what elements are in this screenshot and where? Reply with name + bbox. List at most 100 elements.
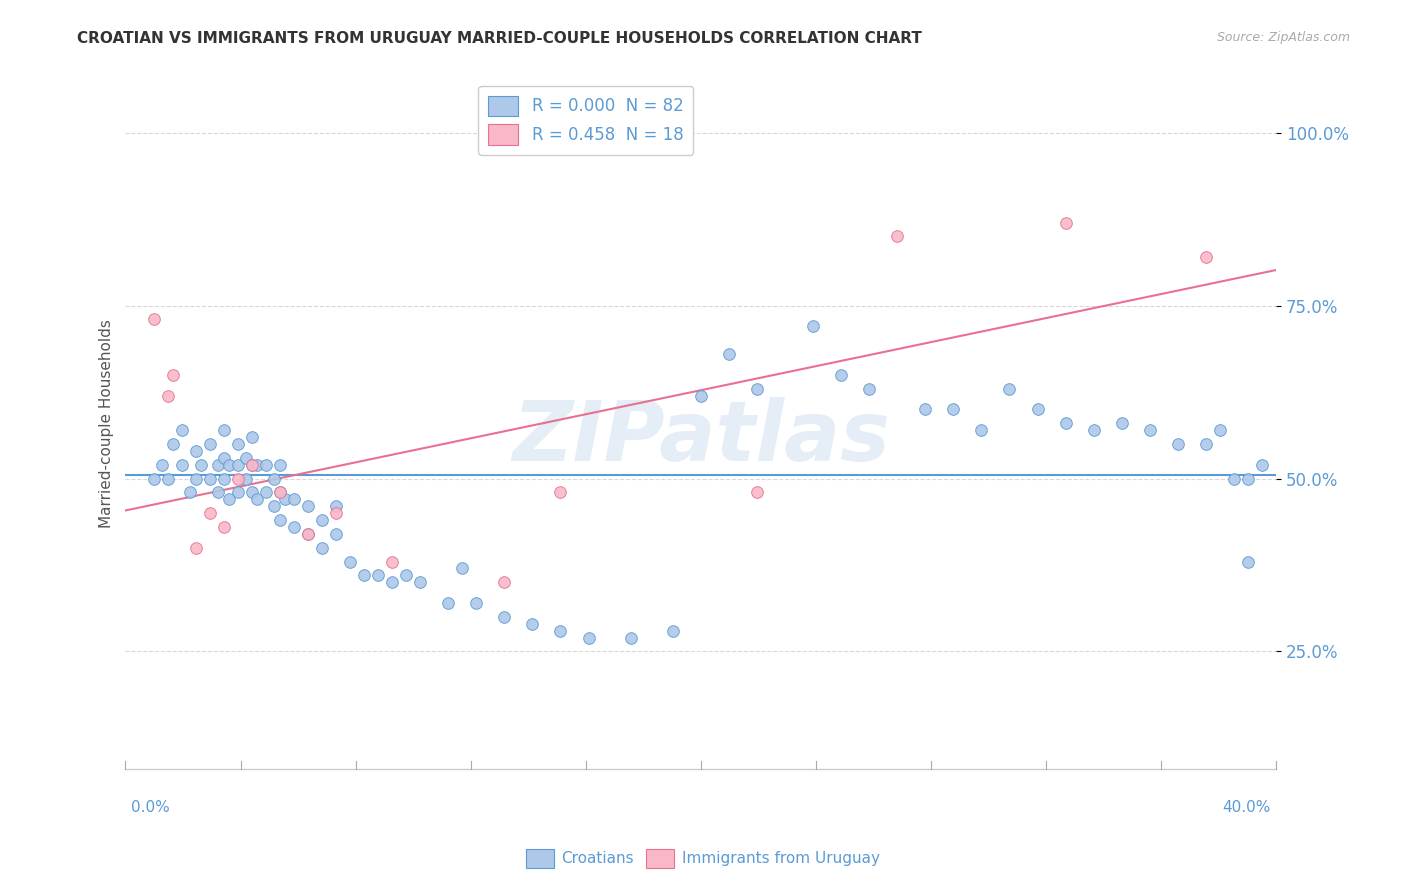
Point [297,499,319,513]
Point [207,458,229,472]
Point [263,499,285,513]
Point [1251,458,1274,472]
Point [550,624,572,638]
Text: ZIPatlas: ZIPatlas [512,397,890,477]
Point [395,568,418,582]
Point [240,458,263,472]
Point [801,319,824,334]
Point [226,485,249,500]
Point [522,616,544,631]
Point [212,423,235,437]
Point [830,368,852,382]
Point [212,471,235,485]
Point [717,347,740,361]
Point [689,388,711,402]
Point [246,492,269,507]
Point [162,437,184,451]
Point [550,485,572,500]
Point [283,492,305,507]
Point [494,610,516,624]
Point [311,541,333,555]
Point [578,631,600,645]
Point [437,596,460,610]
Point [297,527,319,541]
Point [150,458,173,472]
Point [269,485,291,500]
Point [451,561,474,575]
Point [207,485,229,500]
Legend: R = 0.000  N = 82, R = 0.458  N = 18: R = 0.000 N = 82, R = 0.458 N = 18 [478,86,693,155]
Point [254,485,277,500]
Point [1083,423,1105,437]
Point [246,458,269,472]
Point [254,458,277,472]
Point [325,499,347,513]
Point [1195,250,1218,264]
Point [339,555,361,569]
Point [156,388,179,402]
Point [297,527,319,541]
Point [620,631,643,645]
Point [1209,423,1232,437]
Text: Source: ZipAtlas.com: Source: ZipAtlas.com [1216,31,1350,45]
Point [970,423,993,437]
Point [142,471,165,485]
Point [184,541,207,555]
Point [179,485,201,500]
Point [1111,416,1133,430]
Point [409,575,432,590]
Point [381,555,404,569]
Point [226,437,249,451]
Point [283,520,305,534]
Point [170,423,193,437]
Point [240,430,263,444]
Text: 40.0%: 40.0% [1222,799,1271,814]
Point [1237,555,1260,569]
Point [218,492,240,507]
Point [269,513,291,527]
Point [1195,437,1218,451]
Point [269,458,291,472]
Point [661,624,683,638]
Point [198,506,221,520]
Point [745,485,768,500]
Point [162,368,184,382]
Point [942,402,965,417]
Point [1167,437,1189,451]
Point [212,450,235,465]
Point [325,506,347,520]
Point [745,382,768,396]
Point [886,229,908,244]
Point [494,575,516,590]
Point [198,437,221,451]
Point [914,402,936,417]
Point [1054,416,1077,430]
Point [367,568,389,582]
Point [353,568,375,582]
Point [1054,216,1077,230]
Point [212,520,235,534]
Point [170,458,193,472]
Point [325,527,347,541]
Point [142,312,165,326]
Point [858,382,880,396]
Point [381,575,404,590]
Point [156,471,179,485]
Point [240,485,263,500]
Point [269,485,291,500]
Point [240,458,263,472]
Text: CROATIAN VS IMMIGRANTS FROM URUGUAY MARRIED-COUPLE HOUSEHOLDS CORRELATION CHART: CROATIAN VS IMMIGRANTS FROM URUGUAY MARR… [77,31,922,46]
Point [184,443,207,458]
Y-axis label: Married-couple Households: Married-couple Households [100,318,114,528]
Point [263,471,285,485]
Point [190,458,212,472]
Point [218,458,240,472]
Point [235,471,257,485]
Point [274,492,297,507]
Point [226,458,249,472]
Point [226,471,249,485]
Point [465,596,488,610]
Point [198,471,221,485]
Point [998,382,1021,396]
Point [311,513,333,527]
